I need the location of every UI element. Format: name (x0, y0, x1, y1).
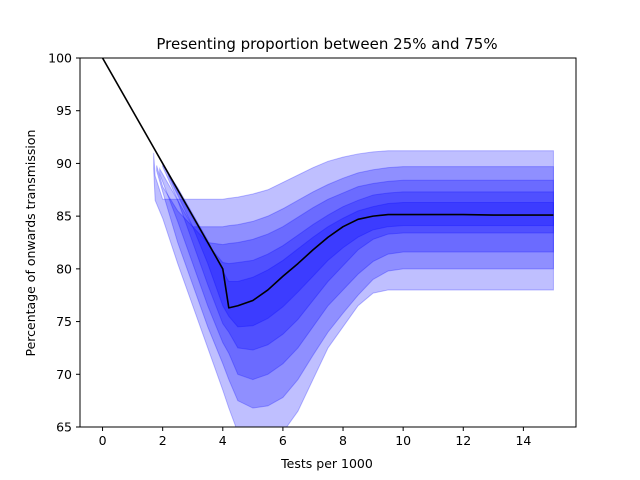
median-line (101, 58, 554, 309)
band-5 (168, 172, 554, 328)
x-axis-label: Tests per 1000 (280, 456, 373, 471)
y-axis-ticks: 65 70 75 80 85 90 95 100 (48, 51, 80, 435)
y-tick-label: 70 (56, 367, 72, 382)
x-tick-label: 10 (395, 433, 411, 448)
y-axis-label: Percentage of onwards transmission (23, 130, 38, 357)
confidence-bands (153, 150, 554, 427)
x-tick-label: 12 (455, 433, 471, 448)
x-tick-label: 8 (339, 433, 347, 448)
y-tick-label: 75 (56, 314, 72, 329)
x-tick-label: 2 (159, 433, 167, 448)
x-tick-label: 6 (279, 433, 287, 448)
y-tick-label: 90 (56, 156, 72, 171)
band-3 (159, 166, 554, 381)
band-4 (162, 164, 554, 351)
y-tick-label: 85 (56, 209, 72, 224)
chart-title: Presenting proportion between 25% and 75… (156, 35, 497, 53)
x-tick-label: 4 (219, 433, 227, 448)
x-tick-label: 0 (99, 433, 107, 448)
band-1 (153, 150, 554, 427)
y-tick-label: 100 (48, 51, 72, 66)
x-tick-label: 14 (515, 433, 531, 448)
y-tick-label: 80 (56, 261, 72, 276)
median-line-layer (101, 58, 554, 309)
plot-frame (79, 57, 577, 428)
y-tick-label: 65 (56, 420, 72, 435)
band-2 (156, 165, 554, 409)
x-axis-ticks: 0 2 4 6 8 10 12 14 (99, 427, 531, 448)
y-tick-label: 95 (56, 103, 72, 118)
